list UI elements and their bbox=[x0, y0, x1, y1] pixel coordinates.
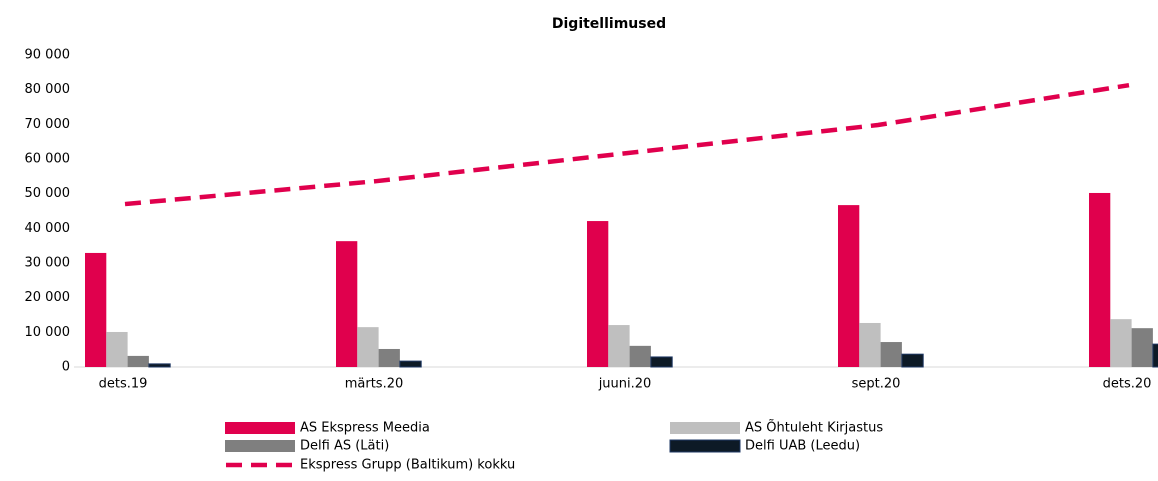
bar bbox=[650, 356, 673, 368]
bar bbox=[1152, 343, 1158, 368]
chart-title: Digitellimused bbox=[552, 16, 666, 32]
y-tick-label: 40 000 bbox=[25, 221, 71, 236]
bar bbox=[357, 327, 379, 367]
bar bbox=[1089, 192, 1111, 367]
y-tick-label: 20 000 bbox=[25, 290, 71, 305]
legend-swatch bbox=[225, 440, 295, 452]
legend-label: Ekspress Grupp (Baltikum) kokku bbox=[300, 458, 515, 473]
x-tick-label: sept.20 bbox=[852, 377, 901, 392]
bar bbox=[608, 325, 630, 367]
y-tick-label: 90 000 bbox=[25, 48, 71, 63]
legend-swatch bbox=[669, 439, 741, 453]
y-tick-label: 80 000 bbox=[25, 82, 71, 97]
legend-label: AS Õhtuleht Kirjastus bbox=[745, 420, 883, 436]
y-tick-label: 10 000 bbox=[25, 325, 71, 340]
y-tick-label: 60 000 bbox=[25, 152, 71, 167]
legend-label: Delfi UAB (Leedu) bbox=[745, 439, 860, 454]
bar bbox=[148, 363, 171, 368]
bar bbox=[399, 360, 422, 368]
bar bbox=[859, 322, 881, 367]
x-tick-label: juuni.20 bbox=[598, 377, 652, 392]
y-tick-label: 70 000 bbox=[25, 117, 71, 132]
bar bbox=[901, 353, 924, 368]
bar bbox=[127, 355, 149, 367]
bar bbox=[1110, 319, 1132, 367]
legend-swatch bbox=[670, 422, 740, 434]
bar bbox=[1131, 328, 1153, 367]
bar bbox=[587, 221, 609, 367]
bar bbox=[85, 252, 107, 367]
bar bbox=[880, 342, 902, 367]
y-tick-label: 50 000 bbox=[25, 186, 71, 201]
x-tick-label: dets.19 bbox=[99, 377, 148, 392]
line bbox=[124, 82, 1130, 207]
legend-label: AS Ekspress Meedia bbox=[300, 421, 430, 436]
bar bbox=[106, 331, 128, 367]
bar bbox=[629, 345, 651, 367]
legend-label: Delfi AS (Läti) bbox=[300, 439, 389, 454]
y-tick-label: 30 000 bbox=[25, 256, 71, 271]
bar bbox=[378, 348, 400, 367]
bar bbox=[336, 241, 358, 367]
bar bbox=[838, 205, 860, 367]
legend-swatch bbox=[225, 422, 295, 434]
y-tick-label: 0 bbox=[62, 360, 70, 375]
x-tick-label: dets.20 bbox=[1103, 377, 1152, 392]
x-tick-label: märts.20 bbox=[345, 377, 404, 392]
